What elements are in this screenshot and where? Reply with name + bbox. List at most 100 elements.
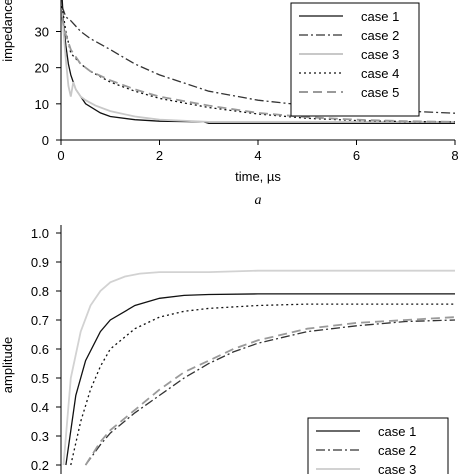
legend-entry: case 3 (378, 462, 416, 474)
data-point (80, 421, 81, 422)
data-point (184, 372, 185, 373)
data-point (208, 308, 209, 309)
data-point (356, 123, 357, 124)
data-point (134, 91, 135, 92)
legend-entry: case 4 (361, 66, 399, 81)
data-point (110, 82, 111, 83)
data-point (65, 464, 66, 465)
data-point (356, 304, 357, 305)
data-point (356, 119, 357, 120)
data-point (159, 119, 160, 120)
data-point (208, 121, 209, 122)
data-point (307, 270, 308, 271)
legend-entry: case 1 (361, 9, 399, 24)
data-point (257, 113, 258, 114)
data-point (208, 107, 209, 108)
legend-entry: case 2 (378, 443, 416, 458)
data-point (100, 441, 101, 442)
data-point (100, 112, 101, 113)
data-point (208, 123, 209, 124)
data-point (110, 111, 111, 112)
data-point (80, 31, 81, 32)
y-tick-label: 0.2 (31, 458, 49, 473)
panel-label: a (255, 193, 262, 208)
data-point (65, 16, 66, 17)
data-point (65, 35, 66, 36)
chart-panel-2: 0.2 0.3 0.4 0.5 0.6 0.7 0.8 0.9 1.0 amplitude case… (0, 225, 456, 474)
data-point (307, 117, 308, 118)
data-point (100, 331, 101, 332)
data-point (63, 464, 64, 465)
data-point (139, 273, 140, 274)
data-point (65, 60, 66, 61)
y-tick-label: 0.6 (31, 342, 49, 357)
data-point (257, 340, 258, 341)
data-point (356, 270, 357, 271)
data-point (61, 9, 62, 10)
data-point (61, 16, 62, 17)
legend-entry: case 2 (361, 28, 399, 43)
series-line-unnamed-4 (84, 316, 456, 466)
y-tick-label: 0.3 (31, 429, 49, 444)
data-point (159, 395, 160, 396)
data-point (233, 351, 234, 352)
series-group (62, 269, 456, 466)
data-point (454, 121, 455, 122)
data-point (110, 319, 111, 320)
data-point (110, 49, 111, 50)
data-point (80, 96, 81, 97)
data-point (307, 328, 308, 329)
data-point (405, 319, 406, 320)
data-point (257, 123, 258, 124)
data-point (80, 63, 81, 64)
x-tick-label: 2 (156, 148, 163, 163)
data-point (208, 272, 209, 273)
data-point (208, 360, 209, 361)
data-point (356, 121, 357, 122)
series-group (61, 0, 456, 125)
data-point (356, 322, 357, 323)
legend-box (290, 2, 420, 117)
data-point (184, 311, 185, 312)
y-tick-label: 0 (42, 133, 49, 148)
data-point (307, 293, 308, 294)
data-point (110, 80, 111, 81)
series-line-case-2 (85, 319, 456, 466)
data-point (85, 100, 86, 101)
data-point (257, 100, 258, 101)
legend: case 1 case 2 case 3 case 4 case 5 (290, 2, 420, 117)
data-point (159, 389, 160, 390)
data-point (257, 112, 258, 113)
data-point (100, 366, 101, 367)
x-tick-label: 8 (451, 148, 458, 163)
data-point (307, 304, 308, 305)
series-line-case-1 (65, 293, 455, 466)
data-point (90, 38, 91, 39)
data-point (85, 103, 86, 104)
data-point (70, 49, 71, 50)
data-point (100, 290, 101, 291)
data-point (257, 121, 258, 122)
legend-box (307, 417, 449, 474)
data-point (405, 270, 406, 271)
data-point (184, 295, 185, 296)
data-point (208, 91, 209, 92)
x-tick-label: 4 (254, 148, 261, 163)
x-axis-label: time, µs (235, 169, 281, 184)
data-point (405, 304, 406, 305)
data-point (100, 444, 101, 445)
data-point (257, 305, 258, 306)
data-point (454, 293, 455, 294)
data-point (159, 272, 160, 273)
x-tick-label: 6 (353, 148, 360, 163)
data-point (454, 319, 455, 320)
data-point (95, 105, 96, 106)
legend: case 1 case 2 case 3 (307, 417, 449, 474)
data-point (90, 71, 91, 72)
data-point (159, 317, 160, 318)
data-point (405, 293, 406, 294)
data-point (134, 409, 135, 410)
x-tick-label: 0 (57, 148, 64, 163)
data-point (110, 116, 111, 117)
